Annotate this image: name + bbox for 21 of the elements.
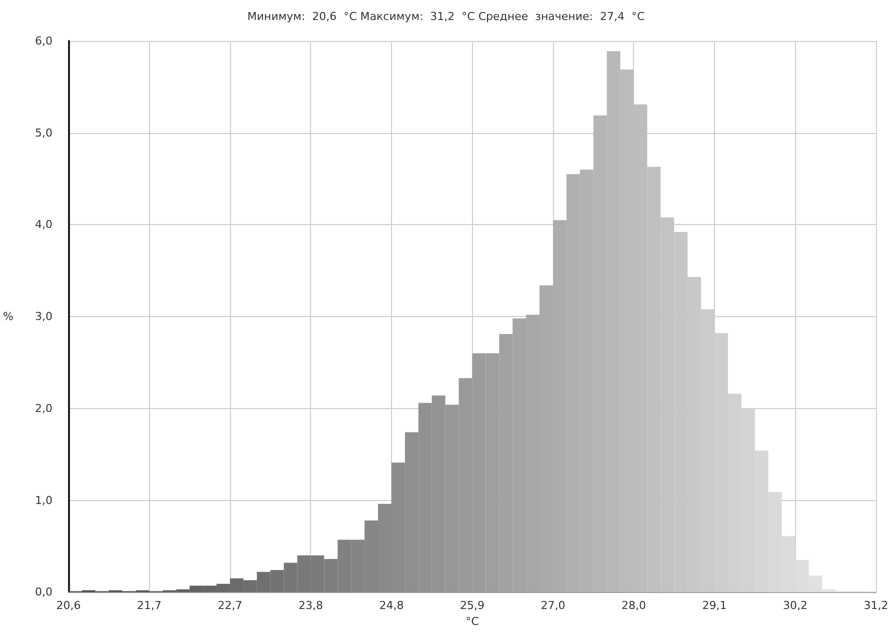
x-tick-label: 27,0 — [540, 599, 566, 612]
x-axis-title: °C — [466, 615, 480, 628]
x-tick-label: 25,9 — [460, 599, 484, 612]
y-tick-label: 4,0 — [34, 218, 52, 232]
y-axis-title: % — [3, 310, 14, 324]
x-tick-label: 29,1 — [702, 599, 727, 612]
x-tick-label: 30,2 — [782, 599, 808, 612]
y-tick-label: 5,0 — [34, 126, 52, 140]
y-tick-label: 3,0 — [34, 310, 52, 324]
y-tick-label: 1,0 — [34, 494, 52, 507]
x-tick-label: 24,8 — [379, 599, 404, 612]
x-tick-label: 20,6 — [56, 599, 81, 612]
y-tick-label: 2,0 — [34, 402, 52, 415]
chart-title: Минимум: 20,6 °C Максимум: 31,2 °C Среднее значение: 27,4 °C — [247, 10, 645, 23]
x-tick-label: 22,7 — [218, 599, 242, 612]
x-tick-label: 23,8 — [298, 599, 323, 612]
x-tick-label: 31,2 — [864, 599, 888, 612]
x-tick-label: 28,0 — [621, 599, 646, 612]
y-tick-label: 6,0 — [34, 34, 52, 48]
x-tick-label: 21,7 — [136, 599, 162, 612]
y-tick-label: 0,0 — [34, 586, 52, 599]
